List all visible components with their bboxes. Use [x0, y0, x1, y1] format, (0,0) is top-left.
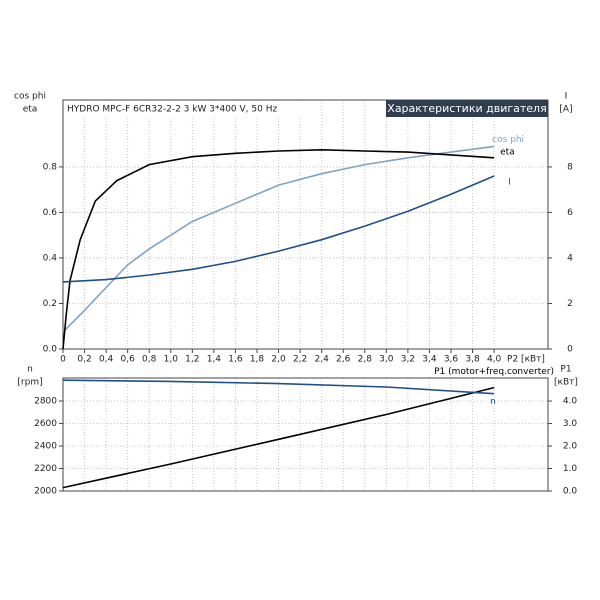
title-box — [64, 101, 306, 116]
x-tick-label: 2,4 — [315, 355, 330, 365]
y-tick-label: 0.2 — [43, 299, 57, 309]
y2-tick-label: 4 — [567, 253, 573, 263]
y2-tick-label: 4.0 — [563, 397, 578, 407]
y2-tick-label: 3.0 — [563, 419, 578, 429]
series-line — [62, 145, 495, 333]
y-tick-label: 2800 — [34, 397, 57, 407]
x-tick-label: 3,6 — [444, 355, 459, 365]
series-label: I — [508, 178, 511, 188]
y2-tick-label: 0 — [567, 345, 573, 355]
y2-axis-label: P1 — [560, 365, 571, 375]
series-line — [62, 379, 495, 395]
series-label: n — [490, 397, 496, 407]
x-tick-label: 0,2 — [77, 355, 91, 365]
x-tick-label: 1,0 — [164, 355, 179, 365]
x-tick-label: 2,6 — [336, 355, 351, 365]
series-label: eta — [500, 147, 515, 157]
y-tick-label: 2000 — [34, 487, 57, 497]
x-tick-label: 0 — [60, 355, 66, 365]
y2-tick-label: 2.0 — [563, 442, 578, 452]
x-tick-label: 3,4 — [422, 355, 437, 365]
x-tick-label: 0,4 — [99, 355, 114, 365]
y-axis-label: cos phi — [14, 92, 46, 102]
y-tick-label: 2400 — [34, 442, 57, 452]
x-tick-label: 1,2 — [185, 355, 199, 365]
series-line — [62, 386, 495, 489]
y2-axis-label: [A] — [559, 105, 572, 115]
series-line — [62, 148, 495, 350]
x-tick-label: 0,8 — [142, 355, 157, 365]
y-tick-label: 0.6 — [43, 208, 58, 218]
y-tick-label: 0.8 — [43, 162, 58, 172]
x-tick-label: 1,8 — [250, 355, 265, 365]
x-tick-label: 2,2 — [293, 355, 307, 365]
x-tick-label: 1,4 — [207, 355, 222, 365]
x-tick-label: 3,2 — [401, 355, 415, 365]
x-tick-label: 1,6 — [228, 355, 243, 365]
y-axis-label: eta — [23, 105, 38, 115]
x-tick-label: 3,8 — [465, 355, 480, 365]
plot-frame — [62, 377, 549, 492]
y2-tick-label: 0.0 — [563, 487, 578, 497]
y-tick-label: 2600 — [34, 419, 57, 429]
plot-frame — [62, 99, 549, 350]
y2-tick-label: 1.0 — [563, 464, 578, 474]
x-tick-label: 4,0 — [487, 355, 502, 365]
y-axis-label: [rpm] — [17, 378, 42, 388]
y-axis-label: n — [27, 365, 33, 375]
y2-tick-label: 8 — [567, 162, 573, 172]
x-tick-label: 3,0 — [379, 355, 394, 365]
y-tick-label: 0.0 — [43, 345, 58, 355]
series-line — [62, 175, 495, 283]
y2-axis-label: I — [565, 92, 568, 102]
x-tick-label: 2,0 — [271, 355, 286, 365]
x-tick-label: 0,6 — [121, 355, 136, 365]
x-axis-label: P2 [кВт] — [507, 355, 545, 365]
panel-label: Характеристики двигателя — [387, 102, 546, 115]
x-tick-label: 2,8 — [358, 355, 373, 365]
panel-label-box — [386, 100, 548, 117]
y2-axis-label: [кВт] — [554, 378, 578, 388]
y2-tick-label: 6 — [567, 208, 573, 218]
y-tick-label: 0.4 — [43, 253, 58, 263]
chart-title: HYDRO MPC-F 6CR32-2-2 3 kW 3*400 V, 50 H… — [67, 105, 277, 115]
series-label: P1 (motor+freq.converter) — [434, 367, 554, 377]
series-label: cos phi — [492, 135, 524, 145]
y2-tick-label: 2 — [567, 299, 573, 309]
y-tick-label: 2200 — [34, 464, 57, 474]
